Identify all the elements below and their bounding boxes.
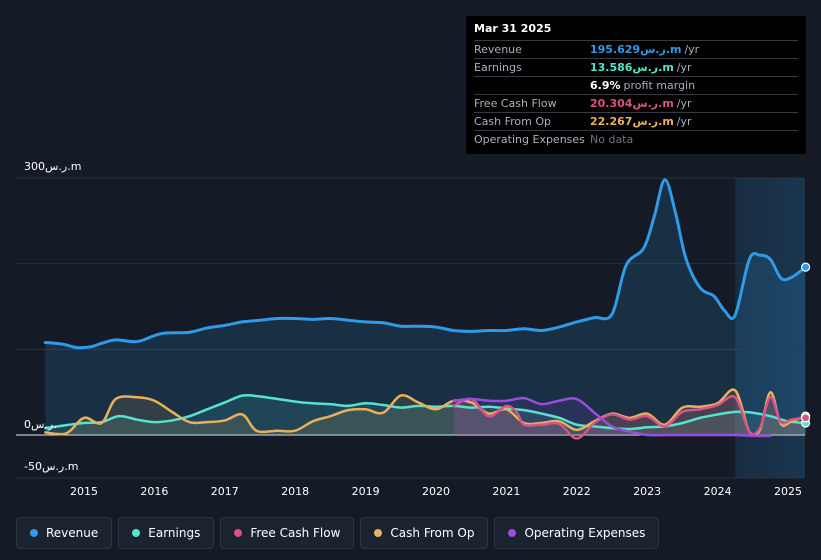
legend-label: Cash From Op — [390, 526, 475, 540]
legend-dot-icon — [234, 529, 243, 537]
grid-lines — [16, 177, 805, 479]
tooltip-row-value: 6.9% — [590, 79, 621, 92]
tooltip-row-unit: /yr — [684, 43, 700, 56]
legend-dot-icon — [132, 529, 141, 537]
tooltip-row: 6.9% profit margin — [474, 77, 798, 95]
x-tick-label: 2015 — [70, 485, 98, 498]
tooltip-row-value: 195.629ر.س.m — [590, 43, 682, 56]
tooltip-row: Earnings 13.586ر.س.m/yr — [474, 59, 798, 77]
cash-from-op-area — [45, 389, 806, 436]
tooltip-row-label: Free Cash Flow — [474, 97, 557, 110]
legend-item-cash-from-op[interactable]: Cash From Op — [360, 517, 489, 549]
legend-dot-icon — [30, 529, 38, 537]
series-lines — [43, 178, 808, 440]
x-tick-label: 2018 — [281, 485, 309, 498]
revenue-hover-marker — [800, 262, 811, 272]
revenue-line — [43, 178, 808, 350]
tooltip-row-unit: /yr — [676, 97, 692, 110]
x-tick-label: 2021 — [492, 485, 520, 498]
tooltip-row-value: 22.267ر.س.m — [590, 115, 674, 128]
x-tick-label: 2025 — [774, 485, 802, 498]
tooltip-row-label: Revenue — [474, 43, 522, 56]
tooltip-row-unit: /yr — [676, 115, 692, 128]
free-cash-flow-area — [453, 396, 806, 439]
x-tick-label: 2016 — [140, 485, 168, 498]
legend-dot-icon — [374, 529, 383, 537]
tooltip-row-value: No data — [590, 133, 634, 146]
legend-item-free-cash-flow[interactable]: Free Cash Flow — [220, 517, 355, 549]
y-axis: 300ر.س.m 0ر.س. -50ر.س.m — [24, 160, 81, 473]
legend: Revenue Earnings Free Cash Flow Cash From O… — [16, 517, 660, 549]
legend-label: Operating Expenses — [524, 526, 646, 540]
tooltip-date: Mar 31 2025 — [474, 22, 798, 41]
tooltip-row: Cash From Op 22.267ر.س.m/yr — [474, 113, 798, 131]
series-areas — [45, 179, 806, 439]
x-axis: 2015 2016 2017 2018 2019 2020 2021 2022 2023 2024… — [70, 485, 802, 498]
legend-item-operating-expenses[interactable]: Operating Expenses — [494, 517, 660, 549]
x-tick-label: 2024 — [704, 485, 732, 498]
tooltip-row-value: 20.304ر.س.m — [590, 97, 674, 110]
hover-markers — [800, 262, 811, 428]
free-cash-flow-hover-marker — [800, 413, 811, 423]
x-tick-label: 2023 — [633, 485, 661, 498]
tooltip-row: Revenue 195.629ر.س.m/yr — [474, 41, 798, 59]
tooltip-row-unit: profit margin — [623, 79, 696, 92]
legend-label: Free Cash Flow — [250, 526, 341, 540]
revenue-area — [45, 179, 806, 435]
tooltip-row-label: Cash From Op — [474, 115, 552, 128]
tooltip-row: Free Cash Flow 20.304ر.س.m/yr — [474, 95, 798, 113]
x-tick-label: 2019 — [352, 485, 380, 498]
operating-expenses-line — [452, 396, 772, 438]
legend-label: Earnings — [148, 526, 201, 540]
tooltip-row-label: Operating Expenses — [474, 133, 585, 146]
y-tick-label-top: 300ر.س.m — [24, 160, 81, 173]
y-tick-label-zero: 0ر.س. — [24, 418, 57, 431]
tooltip-row-label: Earnings — [474, 61, 522, 74]
tooltip-row-unit: /yr — [676, 61, 692, 74]
x-tick-label: 2017 — [211, 485, 239, 498]
x-tick-label: 2022 — [563, 485, 591, 498]
legend-item-earnings[interactable]: Earnings — [118, 517, 215, 549]
legend-label: Revenue — [46, 526, 99, 540]
legend-item-revenue[interactable]: Revenue — [16, 517, 113, 549]
earnings-area — [45, 395, 806, 435]
cash-from-op-line — [44, 388, 807, 437]
tooltip-row-value: 13.586ر.س.m — [590, 61, 674, 74]
x-tick-label: 2020 — [422, 485, 450, 498]
free-cash-flow-line — [452, 395, 807, 440]
tooltip-panel: Mar 31 2025 Revenue 195.629ر.س.m/yr Earnin… — [466, 16, 806, 154]
tooltip-row: Operating Expenses No data — [474, 131, 798, 148]
tooltip-rows: Revenue 195.629ر.س.m/yr Earnings 13.586ر.س.… — [474, 41, 798, 148]
y-tick-label-bottom: -50ر.س.m — [24, 460, 78, 473]
legend-dot-icon — [508, 529, 517, 537]
